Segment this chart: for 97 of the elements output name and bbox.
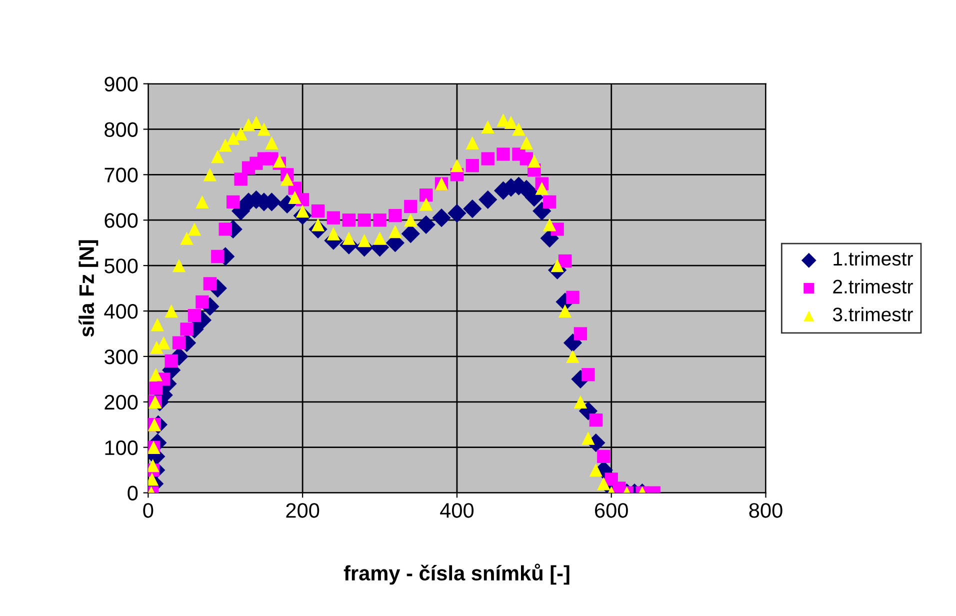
y-tick-label: 0 <box>128 486 138 501</box>
point <box>574 395 588 408</box>
point <box>196 295 209 309</box>
y-tick-label: 600 <box>104 213 138 228</box>
point <box>280 172 294 186</box>
point <box>164 354 178 368</box>
point <box>520 136 534 150</box>
point <box>149 368 162 382</box>
point <box>448 204 466 223</box>
point <box>234 127 248 140</box>
point <box>358 234 371 248</box>
point <box>512 122 526 136</box>
point <box>504 116 518 129</box>
point <box>388 224 402 238</box>
point <box>432 208 451 228</box>
point <box>358 214 371 227</box>
point <box>373 232 386 245</box>
y-tick-label: 800 <box>104 122 138 137</box>
point <box>463 199 482 218</box>
point <box>196 195 209 209</box>
point <box>150 340 164 354</box>
point <box>597 477 610 490</box>
x-axis-title: framy - čísla snímků [-] <box>344 564 570 585</box>
point <box>481 152 494 166</box>
point <box>150 318 164 332</box>
point <box>342 214 356 227</box>
x-tick-label: 800 <box>749 503 782 518</box>
legend-label: 3.trimestr <box>832 307 913 322</box>
point <box>450 158 464 172</box>
point <box>250 116 263 129</box>
point <box>589 413 603 427</box>
point <box>574 327 588 340</box>
point <box>288 190 302 204</box>
point <box>420 198 433 211</box>
point <box>466 158 479 172</box>
point <box>172 258 186 272</box>
point <box>218 138 232 152</box>
point <box>157 336 170 350</box>
point <box>242 118 256 132</box>
y-tick-label: 700 <box>104 168 138 182</box>
point <box>373 214 386 227</box>
point <box>535 182 548 195</box>
y-tick-label: 200 <box>104 394 138 410</box>
point <box>226 132 240 145</box>
point <box>180 232 194 245</box>
point <box>566 350 580 364</box>
point <box>326 211 340 224</box>
legend-label: 2.trimestr <box>833 279 913 294</box>
y-tick-label: 400 <box>104 304 138 319</box>
point <box>496 148 510 161</box>
point <box>543 195 556 209</box>
point <box>404 214 418 227</box>
y-axis-title: síla Fz [N] <box>78 240 98 337</box>
point <box>188 222 202 236</box>
point <box>257 122 271 136</box>
y-tick-label: 900 <box>104 76 138 92</box>
point <box>582 432 595 445</box>
point <box>234 172 248 186</box>
x-tick-label: 200 <box>286 503 320 518</box>
point <box>481 120 494 134</box>
point <box>420 188 433 202</box>
point <box>211 150 224 164</box>
point <box>558 304 572 318</box>
point <box>589 463 603 477</box>
point <box>478 190 498 209</box>
point <box>388 208 402 222</box>
point <box>180 322 194 336</box>
y-tick-label: 500 <box>104 258 138 274</box>
x-tick-label: 400 <box>440 503 474 518</box>
point <box>311 204 325 218</box>
point <box>211 250 224 264</box>
point <box>558 254 572 268</box>
x-tick-label: 0 <box>143 503 154 518</box>
point <box>597 450 610 464</box>
point <box>203 277 217 290</box>
point <box>203 168 217 182</box>
point <box>218 222 232 236</box>
x-tick-label: 600 <box>595 503 628 518</box>
point <box>226 195 240 209</box>
point <box>566 290 580 304</box>
y-tick-label: 100 <box>105 440 138 456</box>
point <box>172 336 186 350</box>
legend-label: 1.trimestr <box>834 251 913 266</box>
point <box>524 188 544 207</box>
point <box>272 154 286 168</box>
point <box>466 136 479 150</box>
point <box>164 304 178 318</box>
point <box>528 154 541 168</box>
point <box>326 227 340 240</box>
point <box>582 368 595 382</box>
point <box>188 308 202 322</box>
point <box>404 200 418 214</box>
point <box>416 215 436 234</box>
y-tick-label: 300 <box>104 349 138 364</box>
point <box>543 218 556 232</box>
point <box>342 232 356 245</box>
point <box>265 136 278 150</box>
